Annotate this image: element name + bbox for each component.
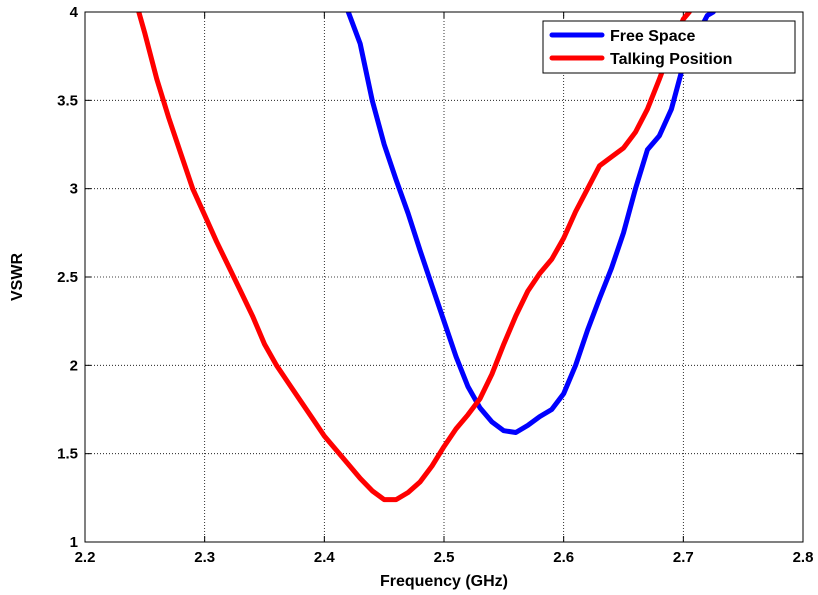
x-tick-label: 2.4	[314, 549, 336, 566]
series-line-free-space	[345, 12, 716, 435]
y-tick-label: 1	[70, 534, 78, 551]
y-tick-label: 3	[70, 181, 78, 198]
x-tick-label: 2.5	[434, 549, 455, 566]
x-tick-label: 2.6	[553, 549, 574, 566]
x-tick-label: 2.8	[793, 549, 814, 566]
y-tick-label: 1.5	[57, 446, 78, 463]
axis-ticks	[84, 11, 804, 543]
x-tick-label: 2.3	[194, 549, 215, 566]
legend: Free Space Talking Position	[542, 20, 796, 74]
tick-labels: 2.2 2.3 2.4 2.5 2.6 2.7 2.8 1 1.5 2 2.5 3 3.5 4	[57, 4, 813, 566]
x-tick-label: 2.2	[75, 549, 96, 566]
series-line-talking-position	[136, 12, 692, 503]
plot-frame	[84, 11, 804, 543]
legend-box	[542, 20, 796, 74]
grid-lines	[85, 12, 803, 542]
series-layer	[136, 12, 716, 503]
legend-label-talking-position: Talking Position	[610, 51, 732, 68]
x-axis-label: Frequency (GHz)	[380, 573, 508, 590]
y-tick-label: 2.5	[57, 269, 78, 286]
y-tick-label: 4	[70, 4, 79, 21]
legend-label-free-space: Free Space	[610, 28, 695, 45]
y-tick-label: 3.5	[57, 92, 78, 109]
x-tick-label: 2.7	[673, 549, 694, 566]
y-axis-label: VSWR	[9, 253, 26, 301]
y-tick-label: 2	[70, 357, 78, 374]
